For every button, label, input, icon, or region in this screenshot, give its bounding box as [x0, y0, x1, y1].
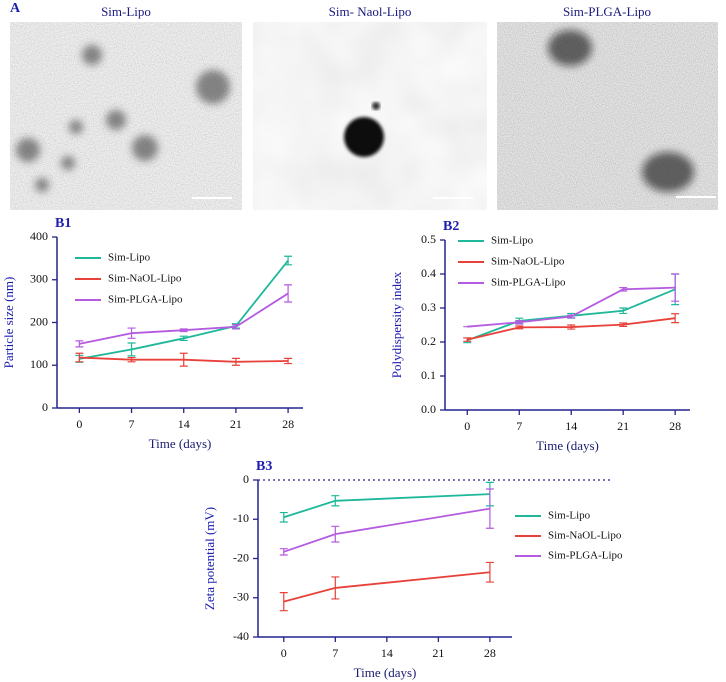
- error-bar: [279, 592, 288, 612]
- y-tick-label: 0.4: [421, 266, 436, 280]
- y-tick-label: 400: [30, 229, 48, 243]
- y-tick-label: 0.0: [421, 402, 436, 416]
- error-bar: [284, 284, 293, 303]
- panel-label: B2: [443, 219, 459, 234]
- series-line: [283, 507, 491, 553]
- legend-label: Sim-NaOL-Lipo: [548, 530, 622, 542]
- y-tick-label: 0.3: [421, 300, 436, 314]
- y-tick-label: -30: [233, 590, 249, 604]
- legend-label: Sim-PLGA-Lipo: [548, 550, 623, 562]
- x-axis-label: Time (days): [149, 436, 212, 451]
- panel-label: B1: [55, 216, 71, 231]
- y-tick-label: 0: [243, 472, 249, 486]
- x-tick-label: 7: [516, 419, 522, 433]
- legend-label: Sim-PLGA-Lipo: [491, 277, 566, 289]
- y-tick-label: 0.5: [421, 232, 436, 246]
- series-line: [79, 292, 289, 345]
- y-tick-label: -10: [233, 511, 249, 525]
- y-tick-label: 300: [30, 272, 48, 286]
- y-tick-label: -20: [233, 550, 249, 564]
- series-line: [467, 317, 676, 341]
- x-tick-label: 0: [281, 646, 287, 660]
- y-axis-label: Zeta potential (mV): [202, 507, 217, 610]
- y-tick-label: 200: [30, 314, 48, 328]
- series-line: [79, 259, 289, 360]
- x-tick-label: 7: [129, 417, 135, 431]
- series-line: [283, 571, 491, 603]
- x-tick-label: 28: [282, 417, 294, 431]
- x-tick-label: 0: [76, 417, 82, 431]
- error-bar: [75, 352, 84, 363]
- legend-label: Sim-NaOL-Lipo: [491, 256, 565, 268]
- legend-label: Sim-PLGA-Lipo: [108, 294, 183, 306]
- y-tick-label: -40: [233, 629, 249, 643]
- y-tick-label: 0.2: [421, 334, 436, 348]
- y-tick-label: 0.1: [421, 368, 436, 382]
- legend-label: Sim-Lipo: [548, 510, 591, 522]
- panel-label: A: [10, 1, 21, 16]
- y-tick-label: 100: [30, 357, 48, 371]
- error-bar: [75, 340, 84, 348]
- legend-label: Sim-Lipo: [491, 235, 534, 247]
- image-title: Sim- Naol-Lipo: [329, 4, 412, 19]
- error-bar: [284, 357, 293, 365]
- x-tick-label: 28: [484, 646, 496, 660]
- y-tick-label: 0: [42, 400, 48, 414]
- y-axis-label: Polydispersity index: [389, 271, 404, 378]
- x-tick-label: 21: [432, 646, 444, 660]
- micrograph: [497, 22, 718, 210]
- x-axis-label: Time (days): [536, 438, 599, 453]
- x-tick-label: 14: [381, 646, 393, 660]
- x-tick-label: 21: [617, 419, 629, 433]
- image-title: Sim-PLGA-Lipo: [563, 4, 651, 19]
- panel-label: B3: [256, 459, 272, 474]
- y-axis-label: Particle size (nm): [1, 277, 16, 369]
- error-bar: [279, 511, 288, 523]
- error-bar: [279, 548, 288, 556]
- x-tick-label: 14: [178, 417, 190, 431]
- legend-label: Sim-Lipo: [108, 252, 151, 264]
- x-tick-label: 0: [464, 419, 470, 433]
- x-tick-label: 14: [565, 419, 577, 433]
- series-line: [467, 286, 676, 328]
- x-axis-label: Time (days): [354, 665, 417, 680]
- x-tick-label: 21: [230, 417, 242, 431]
- series-line: [79, 356, 289, 363]
- legend-label: Sim-NaOL-Lipo: [108, 273, 182, 285]
- series-line: [283, 493, 490, 519]
- x-tick-label: 7: [332, 646, 338, 660]
- image-title: Sim-Lipo: [101, 4, 151, 19]
- micrograph: [10, 22, 242, 210]
- x-tick-label: 28: [669, 419, 681, 433]
- micrograph: [253, 22, 487, 210]
